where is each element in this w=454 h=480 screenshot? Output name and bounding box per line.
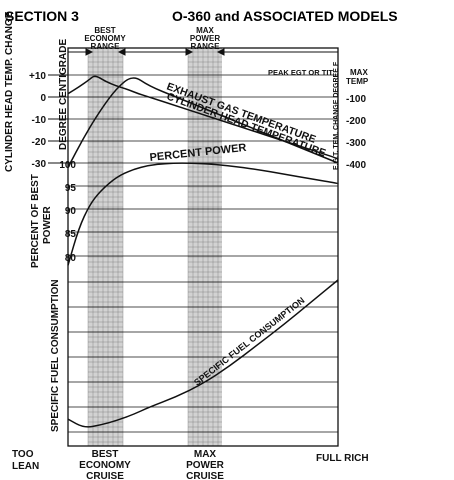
too-lean-label-2: LEAN xyxy=(12,461,39,472)
band-grid xyxy=(87,48,222,446)
eco-cruise-bottom-2: ECONOMY xyxy=(79,460,131,471)
egt-axis-title: E.G.T. TEM. CHANGE DEGREE F xyxy=(333,61,340,170)
cht-tick-label: -30 xyxy=(32,159,47,170)
plot-frame xyxy=(67,47,339,447)
power-tick-label: 90 xyxy=(65,206,77,217)
egt-ticks: -100 -200 -300 -400 xyxy=(346,94,366,171)
cht-axis-subtitle: DEGREE CENTIGRADE xyxy=(58,39,69,150)
cht-tick-label: -10 xyxy=(32,115,47,126)
peak-egt-label: PEAK EGT OR TIT xyxy=(268,68,333,77)
max-range-top-1: MAX xyxy=(196,26,214,35)
power-tick-label: 95 xyxy=(65,183,77,194)
section-label: SECTION 3 xyxy=(5,8,79,24)
eco-range-top-3: RANGE xyxy=(91,42,121,51)
eco-range-top-1: BEST xyxy=(94,26,115,35)
sfc-axis-title: SPECIFIC FUEL CONSUMPTION xyxy=(50,279,61,432)
range-arrows xyxy=(68,48,338,56)
max-temp-label-1: MAX xyxy=(350,68,368,77)
curves xyxy=(67,75,339,428)
cht-tick-label: 0 xyxy=(40,93,46,104)
max-cruise-bottom-1: MAX xyxy=(194,449,217,460)
eco-cruise-bottom-3: CRUISE xyxy=(86,471,124,480)
egt-tick-label: -400 xyxy=(346,160,366,171)
power-axis-title-1: PERCENT OF BEST xyxy=(30,174,41,268)
egt-tick-label: -200 xyxy=(346,116,366,127)
horizontal-gridlines xyxy=(68,74,338,433)
power-tick-label: 100 xyxy=(59,160,76,171)
power-curve xyxy=(67,162,339,266)
cht-tick-label: -20 xyxy=(32,137,47,148)
max-cruise-bottom-3: CRUISE xyxy=(186,471,224,480)
cruise-bands xyxy=(87,48,222,446)
cht-curve xyxy=(67,77,339,168)
too-lean-label-1: TOO xyxy=(12,449,34,460)
eco-range-top-2: ECONOMY xyxy=(84,34,126,43)
full-rich-label: FULL RICH xyxy=(316,453,369,464)
cht-axis-title: CYLINDER HEAD TEMP. CHANGE xyxy=(4,11,15,172)
max-temp-label-2: TEMP xyxy=(346,77,369,86)
power-axis-title-2: POWER xyxy=(42,205,53,244)
cht-tick-label: +10 xyxy=(29,71,46,82)
max-range-top-3: RANGE xyxy=(191,42,221,51)
power-tick-label: 85 xyxy=(65,229,77,240)
egt-tick-label: -300 xyxy=(346,138,366,149)
max-range-top-2: POWER xyxy=(190,34,220,43)
eco-cruise-bottom-1: BEST xyxy=(92,449,119,460)
egt-tick-label: -100 xyxy=(346,94,366,105)
page-title: O-360 and ASSOCIATED MODELS xyxy=(172,8,398,24)
cht-ticks: +10 0 -10 -20 -30 xyxy=(29,71,68,170)
max-cruise-bottom-2: POWER xyxy=(186,460,225,471)
sfc-curve xyxy=(67,279,339,428)
